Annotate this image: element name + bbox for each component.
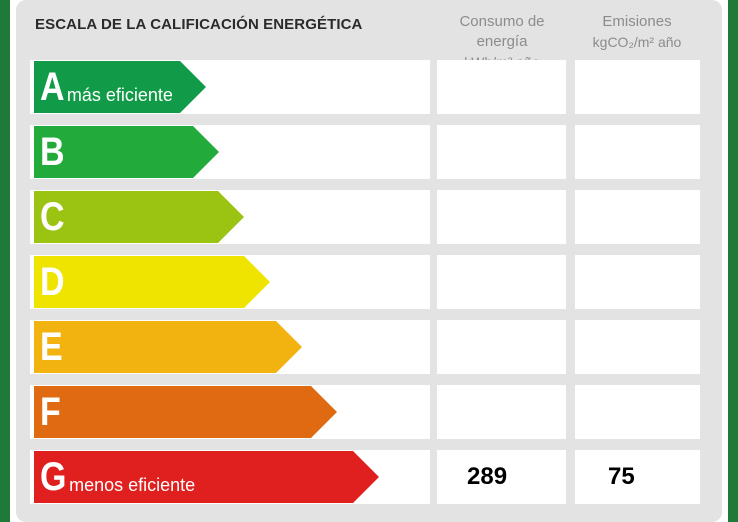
- emissions-header-unit: kgCO₂/m² año: [592, 34, 682, 50]
- rating-letter-f: F: [40, 389, 61, 434]
- rating-letter-b: B: [40, 129, 65, 174]
- energy-value-c: [437, 190, 566, 244]
- rating-arrow-b: B: [34, 126, 219, 178]
- rating-arrow-e: E: [34, 321, 302, 373]
- energy-value-f: [437, 385, 566, 439]
- rating-arrow-fill-b: [34, 126, 219, 178]
- emissions-value-c: [575, 190, 700, 244]
- energy-value-g: 289: [437, 450, 566, 504]
- emissions-value-f: [575, 385, 700, 439]
- emissions-header-line1: Emisiones: [602, 13, 672, 30]
- rating-arrow-shape-g: [34, 451, 379, 503]
- right-border: [728, 0, 738, 522]
- rating-arrow-c: C: [34, 191, 244, 243]
- energy-value-a: [437, 60, 566, 114]
- energy-header-line1: Consumo de energía: [459, 13, 545, 50]
- rating-arrow-f: F: [34, 386, 337, 438]
- rating-arrow-fill-a: [34, 61, 206, 113]
- left-border: [0, 0, 10, 522]
- emissions-column-header: Emisiones kgCO₂/m² año: [572, 12, 702, 52]
- rating-arrow-shape-e: [34, 321, 302, 373]
- rating-letter-g: G: [40, 454, 67, 499]
- rating-description-a: más eficiente: [66, 84, 173, 105]
- energy-value-b: [437, 125, 566, 179]
- rating-arrow-shape-b: [34, 126, 219, 178]
- rating-letter-c: C: [40, 194, 65, 239]
- rating-letter-a: A: [40, 64, 65, 109]
- right-border-gap: [724, 0, 728, 522]
- rating-arrow-shape-c: [34, 191, 244, 243]
- emissions-value-d: [575, 255, 700, 309]
- rating-letter-d: D: [40, 259, 65, 304]
- rating-letter-e: E: [40, 324, 63, 369]
- rating-arrow-shape-f: [34, 386, 337, 438]
- emissions-value-b: [575, 125, 700, 179]
- energy-value-e: [437, 320, 566, 374]
- scale-title: ESCALA DE LA CALIFICACIÓN ENERGÉTICA: [35, 16, 363, 33]
- energy-value-d: [437, 255, 566, 309]
- emissions-value-g: 75: [575, 450, 700, 504]
- rating-arrow-fill-d: [34, 256, 270, 308]
- rating-description-g: menos eficiente: [69, 474, 196, 495]
- rating-arrow-fill-f: [34, 386, 337, 438]
- rating-arrow-fill-e: [34, 321, 302, 373]
- rating-arrow-shape-d: [34, 256, 270, 308]
- rating-arrow-shape-a: [34, 61, 206, 113]
- emissions-value-a: [575, 60, 700, 114]
- emissions-value-e: [575, 320, 700, 374]
- rating-arrow-fill-c: [34, 191, 244, 243]
- rating-arrow-d: D: [34, 256, 270, 308]
- left-border-gap: [10, 0, 14, 522]
- rating-arrow-fill-g: [34, 451, 379, 503]
